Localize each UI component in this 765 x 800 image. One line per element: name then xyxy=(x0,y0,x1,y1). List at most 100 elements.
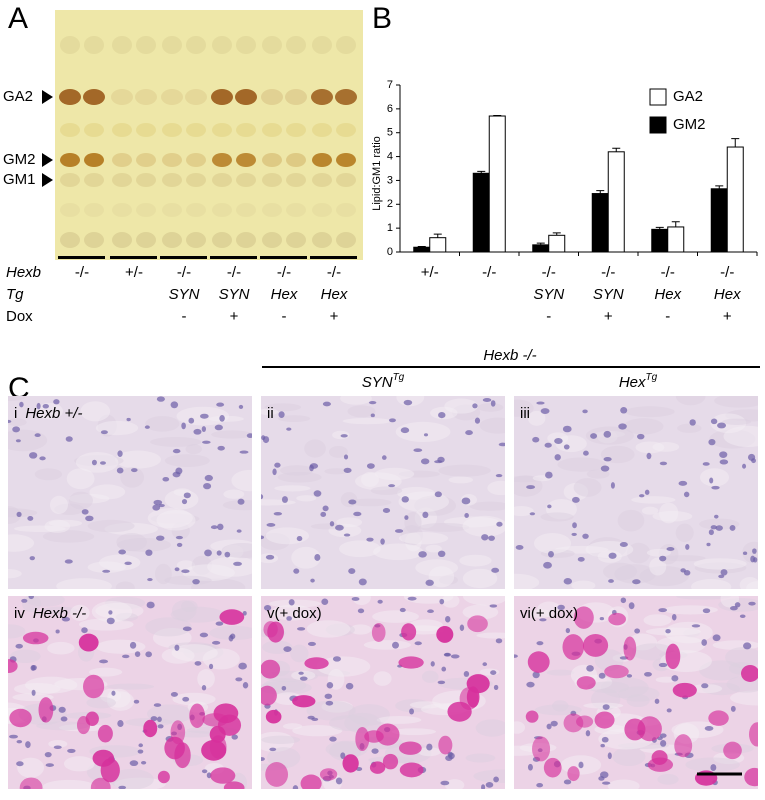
stained-cell xyxy=(213,703,239,724)
tlc-spot xyxy=(312,36,332,54)
nucleus xyxy=(620,407,628,414)
y-axis-label: Lipid:GM1 ratio xyxy=(371,136,383,211)
texture xyxy=(677,423,702,433)
texture xyxy=(646,548,671,557)
nucleus xyxy=(536,783,544,788)
nucleus xyxy=(217,523,224,531)
nucleus xyxy=(515,545,524,550)
nucleus xyxy=(702,462,710,466)
nucleus xyxy=(351,596,360,601)
nucleus xyxy=(122,654,130,659)
nucleus xyxy=(174,644,180,651)
nucleus xyxy=(118,785,127,789)
texture xyxy=(641,506,659,515)
nucleus xyxy=(708,529,714,536)
nucleus xyxy=(495,474,503,478)
nucleus xyxy=(578,761,584,769)
nucleus xyxy=(644,671,652,677)
texture xyxy=(739,577,758,589)
nucleus xyxy=(706,542,711,547)
nucleus xyxy=(157,724,164,729)
tlc-spot xyxy=(162,123,182,137)
column-header: SYNTg xyxy=(362,372,405,391)
texture xyxy=(448,476,474,484)
nucleus xyxy=(565,627,571,634)
tile-genotype: Hexb +/- xyxy=(25,405,82,422)
tlc-spot xyxy=(312,232,332,248)
texture xyxy=(690,684,723,694)
nucleus xyxy=(658,608,667,613)
nucleus xyxy=(729,524,736,531)
texture xyxy=(56,578,112,589)
bar xyxy=(667,226,685,253)
tlc-spot xyxy=(60,203,80,217)
texture xyxy=(271,604,313,621)
texture xyxy=(537,601,562,617)
x-tick-label: Hex xyxy=(654,286,681,303)
texture xyxy=(265,527,310,545)
nucleus xyxy=(437,680,446,685)
nucleus xyxy=(261,535,265,540)
nucleus xyxy=(602,704,610,710)
nucleus xyxy=(701,683,709,689)
tlc-spot xyxy=(59,89,81,105)
nucleus xyxy=(335,524,344,531)
nucleus xyxy=(666,547,675,551)
tlc-spot xyxy=(112,36,132,54)
histology-tile xyxy=(8,396,252,589)
nucleus xyxy=(639,494,645,498)
texture xyxy=(120,467,145,488)
tlc-spot xyxy=(212,123,232,137)
nucleus xyxy=(742,551,748,556)
tile-numeral: i xyxy=(14,405,17,422)
tlc-spot xyxy=(136,203,156,217)
nucleus xyxy=(440,780,450,786)
genotype-label: -/- xyxy=(327,264,341,281)
texture xyxy=(462,515,505,537)
stained-cell xyxy=(525,710,539,723)
texture xyxy=(417,747,441,757)
nucleus xyxy=(8,419,12,423)
nucleus xyxy=(691,624,701,628)
row-label: Tg xyxy=(6,286,24,303)
nucleus xyxy=(545,471,553,479)
texture xyxy=(623,418,664,435)
nucleus xyxy=(394,529,404,533)
nucleus xyxy=(730,705,736,712)
stained-cell xyxy=(210,767,236,784)
nucleus xyxy=(216,550,222,556)
bar xyxy=(472,172,490,253)
texture xyxy=(342,417,392,425)
nucleus xyxy=(557,604,565,611)
nucleus xyxy=(263,605,272,611)
texture xyxy=(115,581,135,589)
bar xyxy=(532,244,550,253)
texture xyxy=(68,491,93,510)
nucleus xyxy=(239,450,249,454)
tlc-spot xyxy=(136,173,156,187)
nucleus xyxy=(348,499,357,505)
texture xyxy=(89,484,126,500)
nucleus xyxy=(34,433,41,438)
nucleus xyxy=(426,743,433,751)
nucleus xyxy=(482,397,492,402)
tlc-spot xyxy=(112,232,132,248)
nucleus xyxy=(683,491,690,498)
nucleus xyxy=(147,577,153,582)
nucleus xyxy=(730,606,738,611)
nucleus xyxy=(358,578,367,586)
nucleus xyxy=(544,442,552,448)
nucleus xyxy=(710,418,718,425)
error-bar xyxy=(731,138,740,148)
y-tick-label: 3 xyxy=(387,174,393,186)
tile-numeral: vi(+ dox) xyxy=(520,605,578,622)
tlc-spot xyxy=(262,123,282,137)
nucleus xyxy=(273,511,283,516)
texture xyxy=(675,396,706,406)
texture xyxy=(514,399,534,417)
stained-cell xyxy=(467,615,488,633)
tlc-spot xyxy=(84,153,104,167)
texture xyxy=(296,495,317,502)
nucleus xyxy=(599,616,605,621)
